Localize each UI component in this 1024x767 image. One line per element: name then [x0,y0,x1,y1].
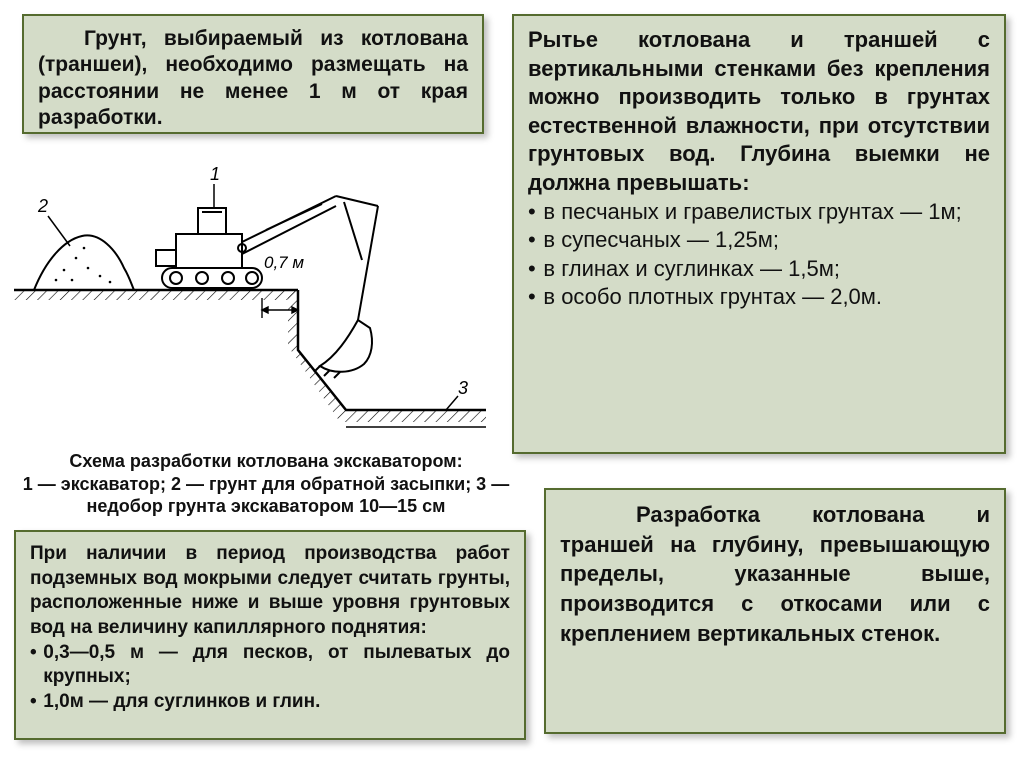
depth-limit-item: в глинах и суглинках — 1,5м; [528,255,990,284]
label-3: 3 [458,378,468,398]
dimension-label: 0,7 м [264,253,304,272]
depth-limit-item: в особо плотных грунтах — 2,0м. [528,283,990,312]
panel-slopes-bracing: Разработка котлована и траншей на глубин… [544,488,1006,734]
panel-depth-limits: Рытье котлована и траншей с вертикальным… [512,14,1006,454]
diagram-caption: Схема разработки котлована экскаватором:… [10,450,522,518]
label-1: 1 [210,164,220,184]
depth-limits-intro: Рытье котлована и траншей с вертикальным… [528,26,990,198]
excavation-diagram: 1 2 3 0,7 м [6,150,498,446]
wet-soils-item: 0,3—0,5 м — для песков, от пылеватых до … [30,641,510,690]
excavation-svg: 1 2 3 0,7 м [6,150,498,446]
caption-title: Схема разработки котлована экскаватором: [10,450,522,473]
depth-limit-item: в супесчаных — 1,25м; [528,226,990,255]
wet-soils-list: 0,3—0,5 м — для песков, от пылеватых до … [30,641,510,715]
spoil-pile [34,235,134,290]
soil-placement-text: Грунт, выбираемый из котлована (траншеи)… [38,26,468,131]
wet-soils-item: 1,0м — для суглинков и глин. [30,690,510,715]
panel-soil-placement: Грунт, выбираемый из котлована (траншеи)… [22,14,484,134]
caption-legend: 1 — экскаватор; 2 — грунт для обратной з… [10,473,522,518]
wet-soils-intro: При наличии в период производства работ … [30,542,510,641]
excavator-icon [156,196,378,378]
slopes-bracing-text: Разработка котлована и траншей на глубин… [560,500,990,648]
panel-wet-soils: При наличии в период производства работ … [14,530,526,740]
label-2: 2 [37,196,48,216]
depth-limit-item: в песчаных и гравелистых грунтах — 1м; [528,198,990,227]
depth-limits-list: в песчаных и гравелистых грунтах — 1м; в… [528,198,990,312]
